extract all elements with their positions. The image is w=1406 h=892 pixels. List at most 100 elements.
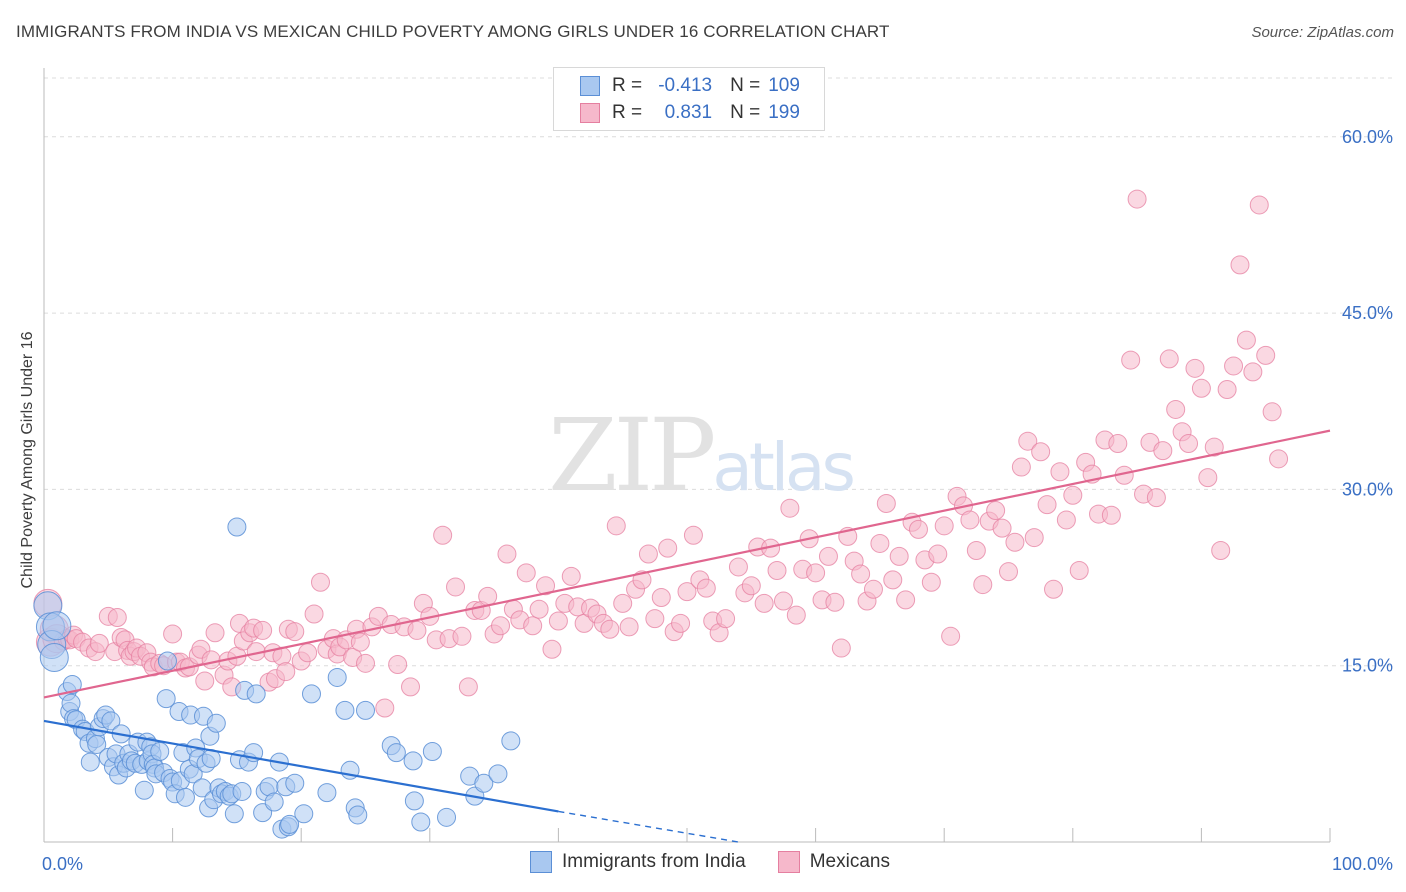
mexicans-point: [1166, 399, 1186, 419]
y-tick-label: 30.0%: [1342, 479, 1393, 499]
mexicans-point: [458, 677, 478, 697]
mexicans-point: [516, 563, 536, 583]
mexicans-point: [671, 613, 691, 633]
mexicans-point: [1050, 462, 1070, 482]
india-point: [404, 791, 424, 811]
mexicans-point: [1056, 510, 1076, 530]
mexicans-point: [767, 560, 787, 580]
mexicans-point: [446, 577, 466, 597]
n-label: N =: [730, 75, 761, 96]
india-point: [474, 773, 494, 793]
mexicans-point: [1204, 437, 1224, 457]
mexicans-point: [205, 623, 225, 643]
mexicans-point: [452, 626, 472, 646]
mexicans-point: [870, 533, 890, 553]
mexicans-point: [561, 566, 581, 586]
mexicans-point: [876, 493, 896, 513]
mexicans-point: [831, 638, 851, 658]
mexicans-point: [523, 616, 543, 636]
mexicans-point: [992, 518, 1012, 538]
mexicans-point: [285, 622, 305, 642]
mexicans-point: [548, 611, 568, 631]
mexicans-point: [310, 572, 330, 592]
mexicans-point: [433, 525, 453, 545]
r-label: R =: [612, 102, 643, 123]
x-tick-label-max: 100.0%: [1332, 854, 1393, 874]
mexicans-point: [696, 578, 716, 598]
mexicans-point: [356, 653, 375, 673]
india-point: [42, 611, 72, 641]
mexicans-point: [741, 576, 761, 596]
mexicans-swatch: [777, 851, 800, 873]
y-tick-label: 45.0%: [1342, 303, 1393, 323]
mexicans-point: [928, 544, 948, 564]
india-point: [246, 684, 266, 704]
mexicans-point: [716, 609, 736, 629]
india-point: [422, 741, 442, 761]
mexicans-point: [818, 546, 838, 566]
mexicans-point: [1024, 528, 1044, 548]
india-point: [386, 743, 406, 763]
watermark: ZIPatlas: [548, 397, 853, 514]
mexicans-point: [1191, 378, 1211, 398]
mexicans-point: [863, 579, 883, 599]
mexicans-point: [1236, 330, 1256, 350]
mexicans-point: [529, 599, 549, 619]
legend-label-india: Immigrants from India: [562, 851, 746, 872]
india-swatch: [580, 76, 600, 96]
india-point: [80, 752, 100, 772]
mexicans-point: [645, 609, 665, 629]
mexicans-point: [966, 541, 986, 561]
mexicans-point: [304, 604, 324, 624]
india-point: [488, 764, 508, 784]
mexicans-point: [825, 592, 845, 612]
india-swatch: [530, 851, 552, 873]
mexicans-point: [163, 624, 183, 644]
mexicans-point: [388, 655, 408, 675]
mexicans-point: [375, 698, 395, 718]
mexicans-point: [728, 557, 748, 577]
india-point: [206, 713, 226, 733]
india-point: [285, 773, 305, 793]
india-point: [156, 689, 176, 709]
india-point: [157, 651, 177, 671]
x-tick-label-min: 0.0%: [42, 854, 83, 874]
mexicans-point: [536, 576, 556, 596]
mexicans-point: [1153, 441, 1173, 461]
mexicans-point: [613, 593, 633, 613]
mexicans-point: [606, 516, 626, 536]
r-value-mexicans: 0.831: [664, 102, 713, 123]
legend-item-mexicans: Mexicans: [777, 851, 890, 873]
india-point: [317, 783, 337, 803]
mexicans-point: [1198, 468, 1218, 488]
y-tick-label: 15.0%: [1342, 656, 1393, 676]
india-point: [348, 805, 368, 825]
mexicans-point: [806, 563, 826, 583]
r-value-india: -0.413: [658, 75, 713, 96]
mexicans-point: [786, 605, 806, 625]
india-point: [356, 700, 375, 720]
india-point: [101, 711, 121, 731]
india-point: [501, 731, 521, 751]
mexicans-trendline: [43, 429, 1331, 699]
mexicans-point: [497, 544, 517, 564]
india-point: [62, 674, 82, 694]
mexicans-point: [773, 591, 793, 611]
mexicans-point: [921, 572, 941, 592]
mexicans-point: [491, 616, 511, 636]
legend-label-mexicans: Mexicans: [809, 851, 890, 872]
mexicans-point: [1185, 358, 1205, 378]
mexicans-point: [1063, 485, 1083, 505]
mexicans-point: [1101, 505, 1121, 525]
mexicans-point: [350, 632, 370, 652]
mexicans-point: [780, 498, 800, 518]
mexicans-point: [883, 570, 903, 590]
correlation-legend: R = -0.413 N = 109 R = 0.831 N = 199: [553, 67, 825, 131]
mexicans-point: [754, 593, 774, 613]
india-trendline: [43, 719, 559, 813]
mexicans-point: [1249, 195, 1269, 215]
legend-item-india: Immigrants from India: [530, 851, 746, 873]
mexicans-point: [986, 501, 1006, 521]
series-legend: Immigrants from India Mexicans: [530, 851, 922, 873]
mexicans-point: [1217, 379, 1237, 399]
